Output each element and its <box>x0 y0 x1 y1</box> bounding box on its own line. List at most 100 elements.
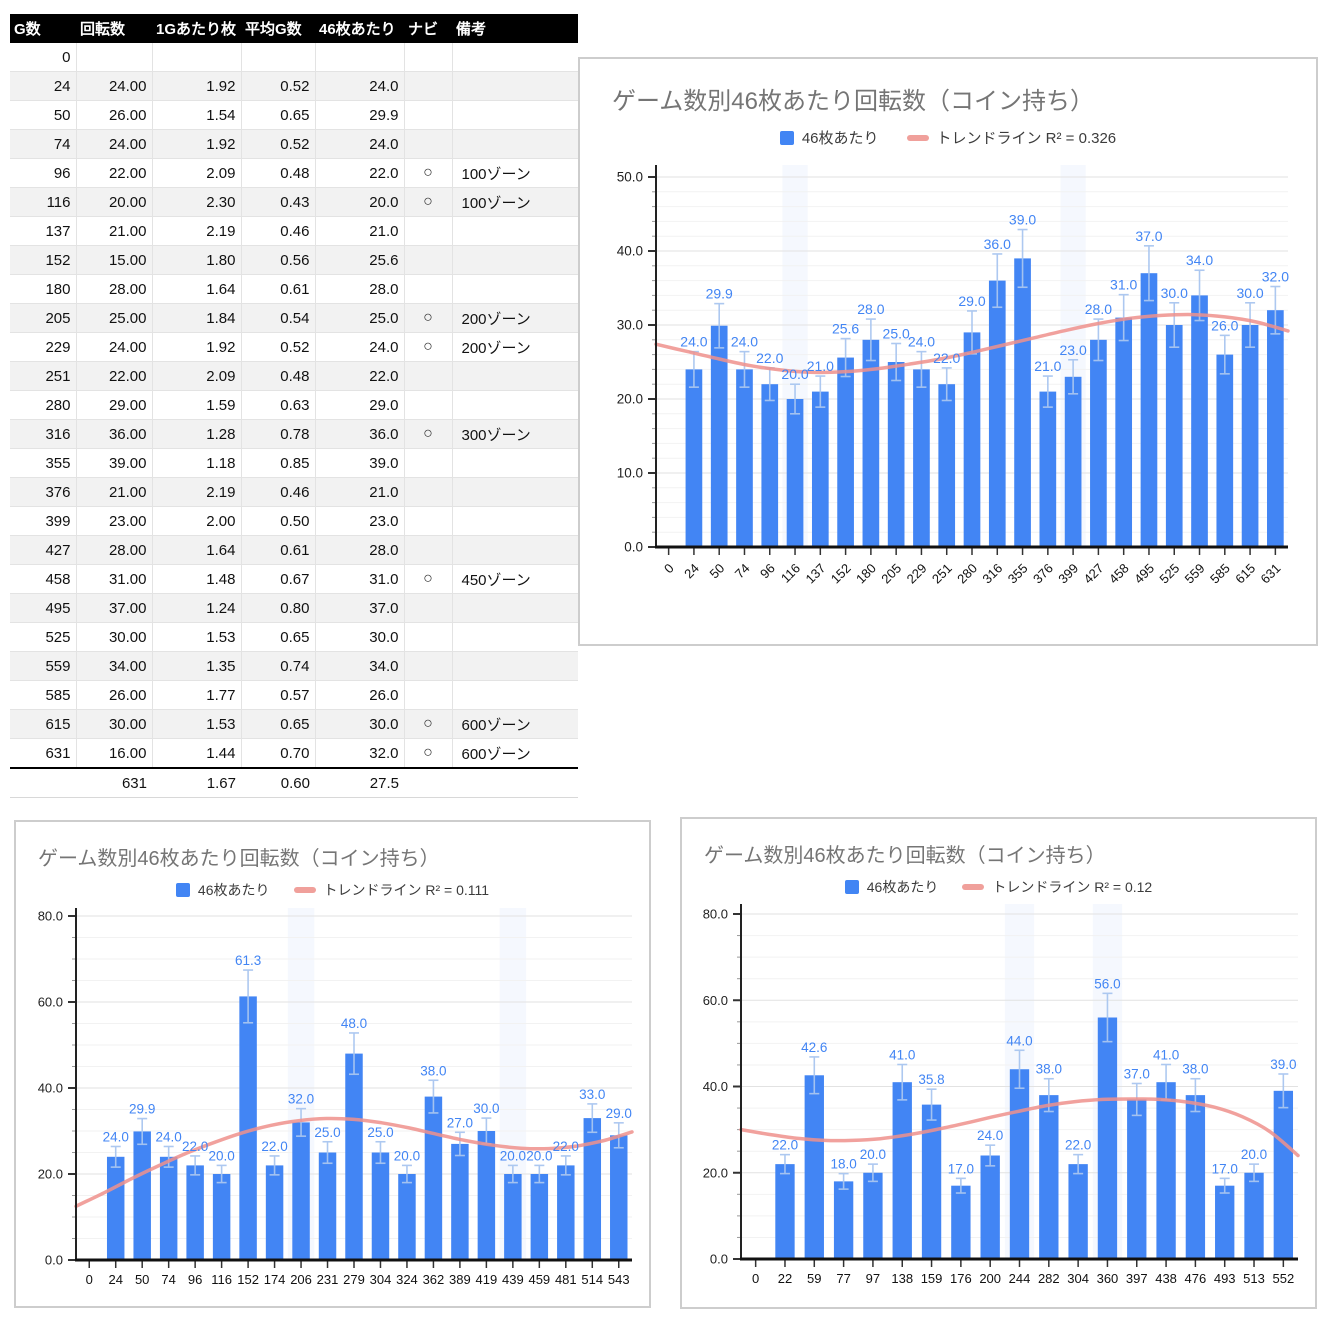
table-header-cell[interactable]: G数 <box>10 14 76 43</box>
table-cell[interactable]: 27.5 <box>315 767 404 798</box>
table-cell[interactable]: 30.00 <box>76 709 153 739</box>
table-cell[interactable]: 205 <box>10 303 77 333</box>
bar[interactable] <box>345 1053 363 1260</box>
table-cell[interactable]: ○ <box>404 187 453 217</box>
table-cell[interactable]: 1.53 <box>152 622 242 652</box>
table-cell[interactable]: 24.0 <box>315 129 405 159</box>
table-cell[interactable]: 631 <box>76 767 152 798</box>
table-cell[interactable]: 251 <box>10 361 77 391</box>
table-cell[interactable] <box>404 477 453 507</box>
bar[interactable] <box>963 332 981 547</box>
bar[interactable] <box>761 384 779 547</box>
table-cell[interactable]: 100ゾーン <box>452 187 578 217</box>
table-cell[interactable] <box>404 651 453 681</box>
table-cell[interactable]: 1.64 <box>152 535 242 565</box>
table-cell[interactable] <box>404 71 453 101</box>
table-cell[interactable]: 20.0 <box>315 187 405 217</box>
table-cell[interactable]: 0.56 <box>241 245 316 275</box>
chart-top[interactable]: ゲーム数別46枚あたり回転数（コイン持ち） 46枚あたり トレンドライン R² … <box>578 57 1318 646</box>
table-cell[interactable]: 0.52 <box>241 332 316 362</box>
bar[interactable] <box>862 339 880 547</box>
table-cell[interactable] <box>241 43 316 72</box>
table-cell[interactable]: 30.00 <box>76 622 153 652</box>
bar[interactable] <box>1068 1164 1088 1259</box>
table-cell[interactable]: 28.0 <box>315 535 405 565</box>
bar[interactable] <box>186 1165 204 1260</box>
table-cell[interactable]: 0.65 <box>241 100 316 130</box>
table-cell[interactable]: 0.78 <box>241 419 316 449</box>
table-cell[interactable]: 37.00 <box>76 593 153 623</box>
table-cell[interactable]: 21.00 <box>76 216 153 246</box>
table-cell[interactable]: 37.0 <box>315 593 405 623</box>
table-cell[interactable]: ○ <box>404 564 453 594</box>
table-cell[interactable]: 1.44 <box>152 738 242 769</box>
table-cell[interactable]: 1.59 <box>152 390 242 420</box>
table-cell[interactable] <box>404 535 453 565</box>
table-cell[interactable]: 26.0 <box>315 680 405 710</box>
table-cell[interactable]: 0.46 <box>241 216 316 246</box>
bar[interactable] <box>988 280 1006 547</box>
bar[interactable] <box>1267 310 1284 547</box>
legend-item-trend[interactable]: トレンドライン R² = 0.326 <box>906 127 1116 148</box>
table-cell[interactable]: 316 <box>10 419 77 449</box>
table-cell[interactable]: 39.0 <box>315 448 405 478</box>
table-cell[interactable]: 0.70 <box>241 738 316 769</box>
legend-item-trend[interactable]: トレンドライン R² = 0.111 <box>293 880 489 900</box>
table-cell[interactable] <box>452 680 578 710</box>
bar[interactable] <box>1244 1172 1264 1259</box>
table-cell[interactable]: 2.00 <box>152 506 242 536</box>
table-cell[interactable]: 25.00 <box>76 303 153 333</box>
legend-item-series[interactable]: 46枚あたり <box>844 877 938 897</box>
table-cell[interactable]: 600ゾーン <box>452 709 578 739</box>
bar[interactable] <box>477 1131 496 1260</box>
bar[interactable] <box>318 1152 337 1261</box>
trendline[interactable] <box>74 1116 634 1209</box>
table-cell[interactable]: 2.19 <box>152 477 242 507</box>
table-cell[interactable] <box>404 361 453 391</box>
table-cell[interactable] <box>404 506 453 536</box>
table-cell[interactable]: 0.60 <box>241 767 315 798</box>
table-cell[interactable]: 458 <box>10 564 77 594</box>
table-cell[interactable]: 0.74 <box>241 651 316 681</box>
table-cell[interactable] <box>404 274 453 304</box>
table-cell[interactable]: 21.00 <box>76 477 153 507</box>
table-cell[interactable]: 116 <box>10 187 77 217</box>
table-cell[interactable]: 1.18 <box>152 448 242 478</box>
bar[interactable] <box>833 1181 854 1259</box>
table-cell[interactable]: 26.00 <box>76 100 153 130</box>
table-cell[interactable]: 450ゾーン <box>452 564 578 594</box>
bar[interactable] <box>921 1104 942 1259</box>
bar[interactable] <box>1215 1185 1235 1259</box>
bar[interactable] <box>530 1174 549 1260</box>
table-cell[interactable]: 96 <box>10 158 77 188</box>
bar[interactable] <box>557 1165 575 1260</box>
table-cell[interactable]: 22.0 <box>315 158 405 188</box>
table-cell[interactable] <box>152 43 242 72</box>
table-cell[interactable]: 200ゾーン <box>452 332 578 362</box>
bar[interactable] <box>1090 339 1107 547</box>
bar[interactable] <box>1216 354 1234 547</box>
table-cell[interactable]: 0.54 <box>241 303 316 333</box>
bar[interactable] <box>951 1185 971 1259</box>
table-cell[interactable]: 28.00 <box>76 535 153 565</box>
table-cell[interactable]: 1.92 <box>152 71 242 101</box>
table-cell[interactable]: 24.0 <box>315 332 405 362</box>
trendline[interactable] <box>654 312 1290 375</box>
bar[interactable] <box>265 1165 284 1260</box>
table-cell[interactable]: 34.0 <box>315 651 405 681</box>
table-cell[interactable]: 24.00 <box>76 332 153 362</box>
table-cell[interactable]: 0.48 <box>241 158 316 188</box>
table-cell[interactable]: 1.53 <box>152 709 242 739</box>
table-cell[interactable]: 39.00 <box>76 448 153 478</box>
legend-item-series[interactable]: 46枚あたり <box>779 127 879 148</box>
table-cell[interactable]: 600ゾーン <box>452 738 578 769</box>
chart-bottom-right[interactable]: ゲーム数別46枚あたり回転数（コイン持ち） 46枚あたり トレンドライン R² … <box>680 817 1317 1309</box>
table-cell[interactable]: 0.52 <box>241 129 316 159</box>
table-cell[interactable]: 0.61 <box>241 274 316 304</box>
table-cell[interactable]: 0.61 <box>241 535 316 565</box>
table-cell[interactable]: 0.65 <box>241 709 316 739</box>
table-cell[interactable] <box>10 767 76 798</box>
table-cell[interactable] <box>452 390 578 420</box>
table-cell[interactable]: 25.6 <box>315 245 405 275</box>
table-header-cell[interactable]: 回転数 <box>76 14 152 43</box>
